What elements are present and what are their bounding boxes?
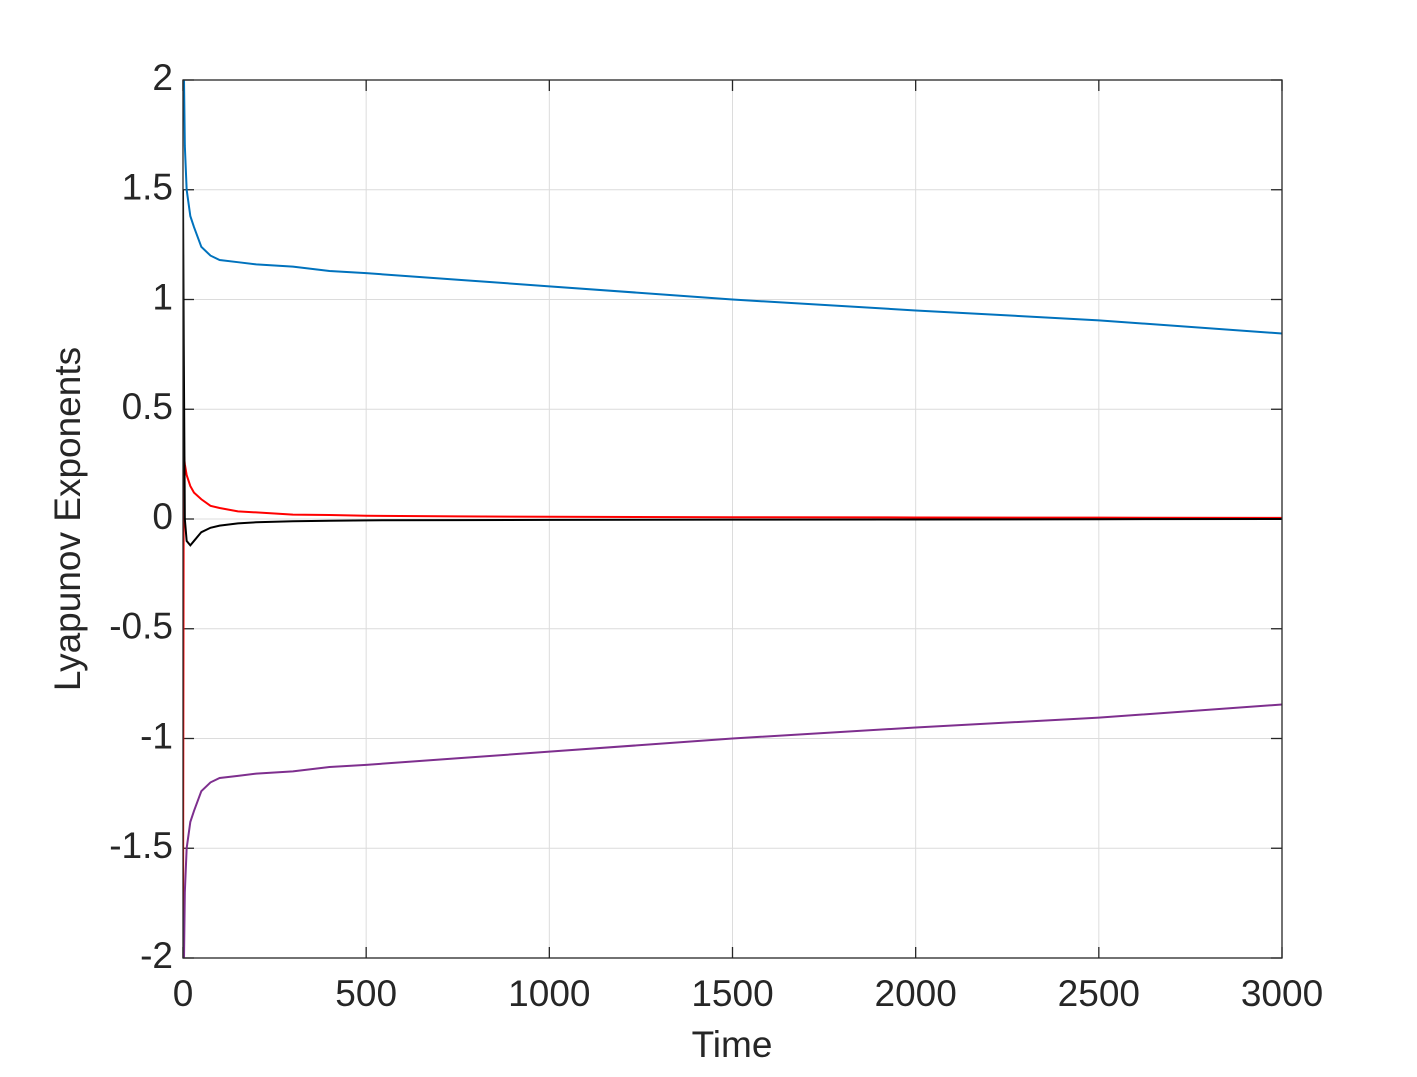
x-tick-label: 3000 xyxy=(1241,973,1323,1014)
plot-frame xyxy=(182,79,1283,959)
y-axis-label: Lyapunov Exponents xyxy=(47,347,88,691)
x-tick-label: 2500 xyxy=(1058,973,1140,1014)
x-tick-label: 500 xyxy=(335,973,397,1014)
y-tick-label: -2 xyxy=(140,935,173,976)
plot-lines xyxy=(183,80,1282,958)
x-tick-label: 0 xyxy=(173,973,194,1014)
y-tick-label: 2 xyxy=(152,57,173,98)
x-tick-label: 1500 xyxy=(691,973,773,1014)
y-tick-label: 0 xyxy=(152,496,173,537)
series-line xyxy=(183,189,1282,547)
series-line xyxy=(183,453,1282,958)
y-tick-label: 1 xyxy=(152,276,173,317)
x-axis-label: Time xyxy=(692,1024,773,1065)
y-tick-label: 0.5 xyxy=(122,386,173,427)
y-tick-label: -0.5 xyxy=(109,606,173,647)
y-tick-label: 1.5 xyxy=(122,167,173,208)
y-tick-label: -1.5 xyxy=(109,825,173,866)
series-line xyxy=(183,80,1282,335)
y-tick-label: -1 xyxy=(140,715,173,756)
series-line xyxy=(183,703,1282,958)
x-tick-label: 2000 xyxy=(875,973,957,1014)
x-tick-label: 1000 xyxy=(508,973,590,1014)
